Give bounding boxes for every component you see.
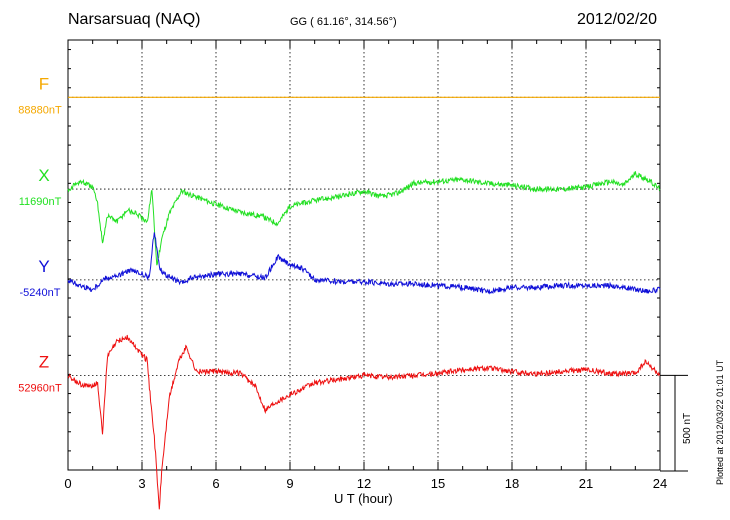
trace-name-f: F (39, 74, 49, 93)
x-axis-label: U T (hour) (334, 491, 393, 506)
x-tick-label: 18 (505, 476, 519, 491)
trace-x (67, 171, 661, 266)
trace-name-z: Z (39, 352, 49, 371)
x-tick-label: 12 (357, 476, 371, 491)
baseline-value-z: 52960nT (18, 382, 62, 394)
station-title: Narsarsuaq (NAQ) (68, 11, 201, 28)
chart-date: 2012/02/20 (577, 11, 658, 28)
trace-z (67, 334, 661, 510)
station-coordinates: GG ( 61.16°, 314.56°) (290, 16, 397, 28)
scale-bar-label: 500 nT (682, 412, 693, 444)
trace-name-x: X (38, 166, 49, 185)
baseline-value-x: 11690nT (19, 196, 62, 208)
x-tick-label: 0 (64, 476, 71, 491)
x-tick-label: 21 (579, 476, 593, 491)
x-tick-label: 9 (286, 476, 293, 491)
x-tick-label: 15 (431, 476, 445, 491)
baseline-value-y: -5240nT (20, 287, 61, 299)
x-tick-label: 3 (138, 476, 145, 491)
plotted-timestamp: Plotted at 2012/03/22 01:01 UT (715, 359, 725, 485)
trace-y (67, 232, 661, 295)
trace-name-y: Y (38, 257, 49, 276)
x-tick-label: 6 (212, 476, 219, 491)
x-tick-label: 24 (653, 476, 667, 491)
baseline-value-f: 88880nT (18, 104, 62, 116)
